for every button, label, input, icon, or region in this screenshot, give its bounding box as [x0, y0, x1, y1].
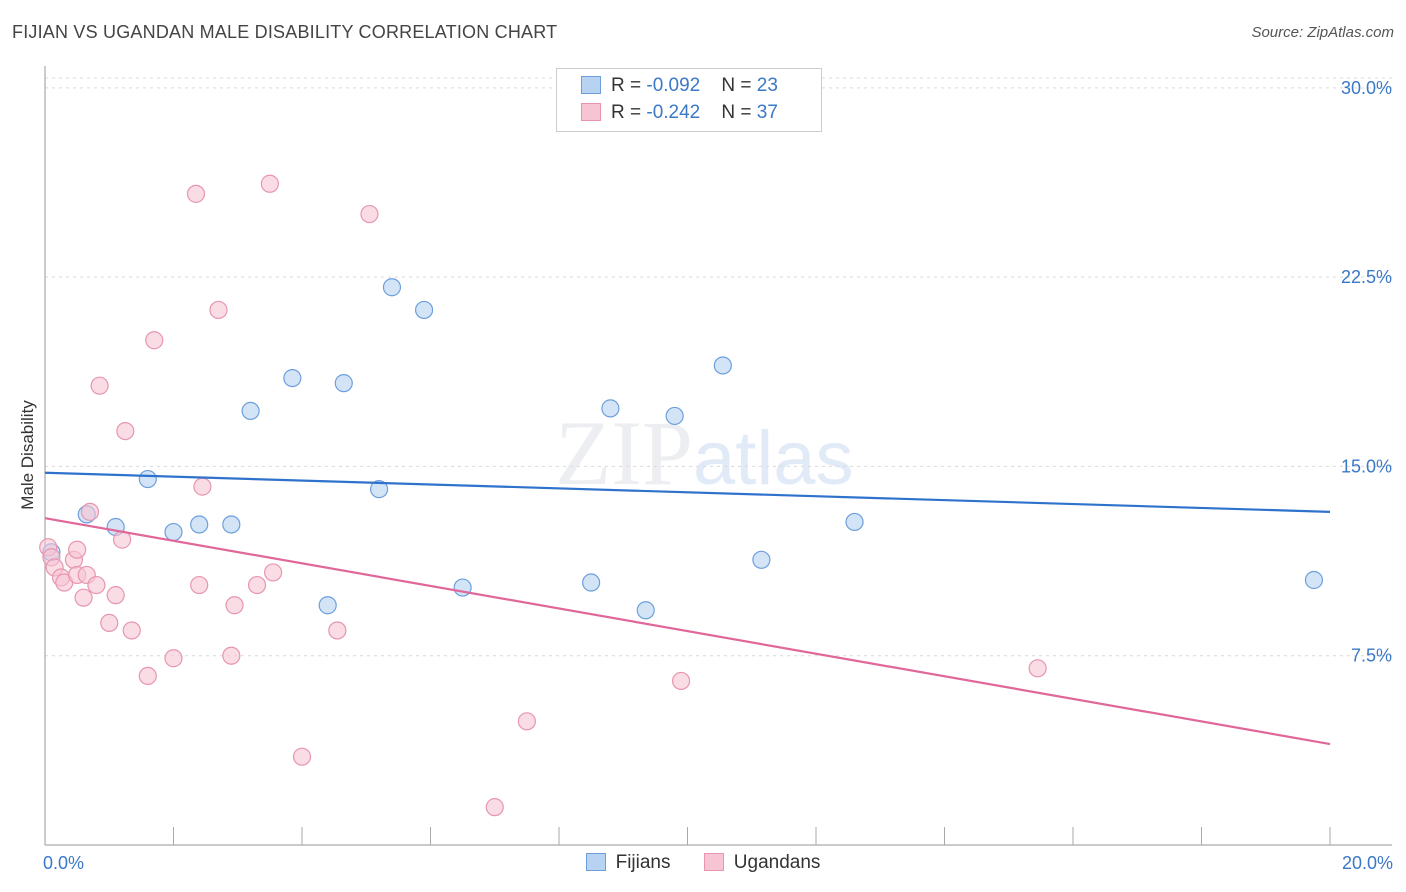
fijian-point: [582, 573, 601, 592]
ugandan-point: [517, 712, 536, 731]
ugandan-point: [106, 586, 125, 605]
y-tick-label: 7.5%: [1351, 646, 1392, 666]
fijians-swatch-icon: [581, 76, 601, 94]
fijian-point: [752, 550, 771, 569]
trend-layer: [44, 471, 1331, 746]
ugandan-point: [80, 502, 100, 521]
ugandan-point: [164, 649, 183, 668]
ugandan-point: [116, 421, 135, 441]
ugandan-point: [222, 646, 241, 665]
legend-item-fijians: Fijians: [585, 852, 671, 874]
fijian-point: [601, 399, 620, 418]
y-tick-label: 22.5%: [1341, 267, 1392, 287]
ugandan-point: [263, 563, 283, 582]
ugandan-point: [74, 588, 93, 607]
ugandan-point: [360, 204, 379, 224]
label-layer: 7.5% 15.0% 22.5% 30.0% 0.0% 20.0%: [43, 78, 1393, 873]
legend-label-fijians: Fijians: [615, 852, 671, 873]
legend-row-ugandans: R = -0.242 N = 37: [581, 102, 778, 124]
x-tick-label: 20.0%: [1342, 853, 1393, 873]
ugandan-point: [485, 798, 504, 817]
ugandan-point: [100, 613, 119, 633]
source-label: Source: ZipAtlas.com: [1251, 24, 1394, 41]
ugandan-point: [225, 596, 244, 615]
watermark-atlas: atlas: [693, 416, 854, 501]
ugandan-point: [260, 174, 279, 193]
ugandans-swatch-icon: [703, 853, 724, 871]
fijian-point: [665, 406, 684, 426]
ugandan-point: [193, 477, 212, 496]
fijian-point: [283, 368, 302, 388]
ugandans-swatch-icon: [581, 103, 601, 121]
fijian-point: [845, 512, 864, 532]
ugandan-point: [186, 184, 206, 203]
ugandan-point: [190, 575, 209, 595]
fijian-trend-line: [44, 471, 1331, 513]
ugandan-point: [671, 671, 691, 691]
fijian-point: [138, 469, 157, 489]
ugandan-point: [90, 376, 109, 395]
fijian-point: [318, 596, 337, 615]
ugandan-point: [328, 621, 347, 640]
y-tick-label: 15.0%: [1341, 456, 1392, 476]
fijian-point: [636, 601, 655, 620]
legend-row-fijians: R = -0.092 N = 23: [581, 75, 778, 97]
ugandan-point: [87, 575, 106, 595]
y-tick-label: 30.0%: [1341, 78, 1392, 98]
fijian-point: [1304, 570, 1324, 590]
fijian-point: [190, 515, 209, 534]
fijians-swatch-icon: [585, 853, 606, 871]
fijian-point: [222, 515, 241, 534]
ugandan-point: [1028, 659, 1047, 678]
ugandan-point: [247, 575, 267, 595]
legend-n-value: 23: [756, 75, 778, 96]
ugandan-point: [145, 331, 164, 350]
legend-n-label: N =: [721, 102, 757, 123]
legend-r-label: R =: [611, 75, 647, 96]
legend-n-label: N =: [721, 75, 757, 96]
legend-item-ugandans: Ugandans: [703, 852, 821, 874]
axis-layer: [44, 66, 1392, 846]
ugandan-point: [138, 666, 157, 686]
ugandan-point: [68, 540, 87, 559]
fijian-point: [382, 278, 402, 297]
ugandan-trend-line: [44, 517, 1331, 746]
legend-label-ugandans: Ugandans: [733, 852, 821, 873]
series-legend: Fijians Ugandans: [0, 852, 1406, 874]
fijian-point: [241, 401, 260, 421]
fijian-point: [370, 480, 389, 499]
fijian-point: [164, 522, 183, 542]
fijian-point: [414, 300, 434, 320]
fijian-point: [334, 374, 353, 393]
chart-title: FIJIAN VS UGANDAN MALE DISABILITY CORREL…: [12, 22, 558, 42]
legend-r-value: -0.242: [646, 102, 701, 123]
ugandan-point: [122, 621, 141, 640]
points-layer: [39, 174, 1324, 817]
fijian-point: [713, 356, 732, 375]
legend-r-label: R =: [611, 102, 647, 123]
legend-n-value: 37: [756, 102, 778, 123]
ugandan-point: [292, 747, 312, 766]
ugandan-point: [209, 300, 228, 320]
x-tick-label: 0.0%: [43, 853, 84, 873]
stats-legend: R = -0.092 N = 23 R = -0.242 N = 37: [556, 68, 822, 132]
legend-r-value: -0.092: [646, 75, 701, 96]
